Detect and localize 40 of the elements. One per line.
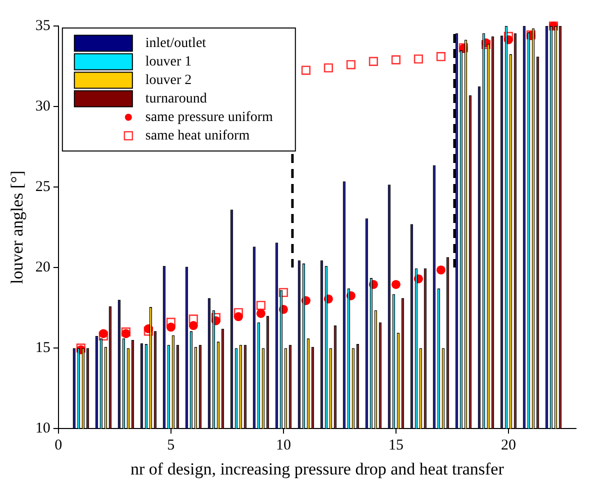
point [188, 314, 198, 324]
point [368, 56, 378, 66]
x-tick-label: 0 [54, 438, 62, 454]
y-tick-label: 30 [35, 98, 50, 114]
point [256, 300, 266, 310]
legend-label: louver 1 [145, 54, 192, 70]
point [256, 308, 266, 318]
point [234, 312, 243, 322]
point [436, 265, 446, 274]
x-tick-label: 5 [167, 438, 175, 454]
point [166, 318, 176, 327]
y-tick-label: 35 [35, 18, 50, 34]
legend-label: turnaround [145, 91, 207, 106]
point [391, 280, 400, 289]
point [278, 288, 288, 298]
y-tick-label: 15 [35, 340, 50, 356]
x-tick-label: 15 [388, 438, 404, 454]
point [144, 326, 153, 336]
x-axis-title: nr of design, increasing pressure drop and heat transfer [130, 459, 504, 478]
legend-label: louver 2 [145, 72, 192, 88]
point [234, 308, 243, 318]
x-tick-label: 20 [500, 438, 516, 454]
y-tick-label: 20 [35, 259, 50, 276]
point [98, 329, 108, 338]
legend-label: same heat uniform [145, 128, 250, 144]
x-tick-label: 10 [276, 438, 291, 454]
point [324, 63, 333, 72]
point [504, 32, 514, 42]
point [414, 54, 424, 64]
y-tick-label: 10 [35, 420, 50, 437]
point [188, 321, 198, 330]
point [166, 322, 176, 332]
legend-label: same pressure uniform [145, 110, 274, 125]
point [391, 55, 401, 64]
point [346, 60, 356, 70]
y-axis-title: louver angles [°] [8, 170, 27, 284]
point [301, 66, 310, 75]
y-tick-label: 25 [35, 178, 50, 195]
point [436, 52, 446, 62]
legend-label: inlet/outlet [145, 36, 206, 51]
